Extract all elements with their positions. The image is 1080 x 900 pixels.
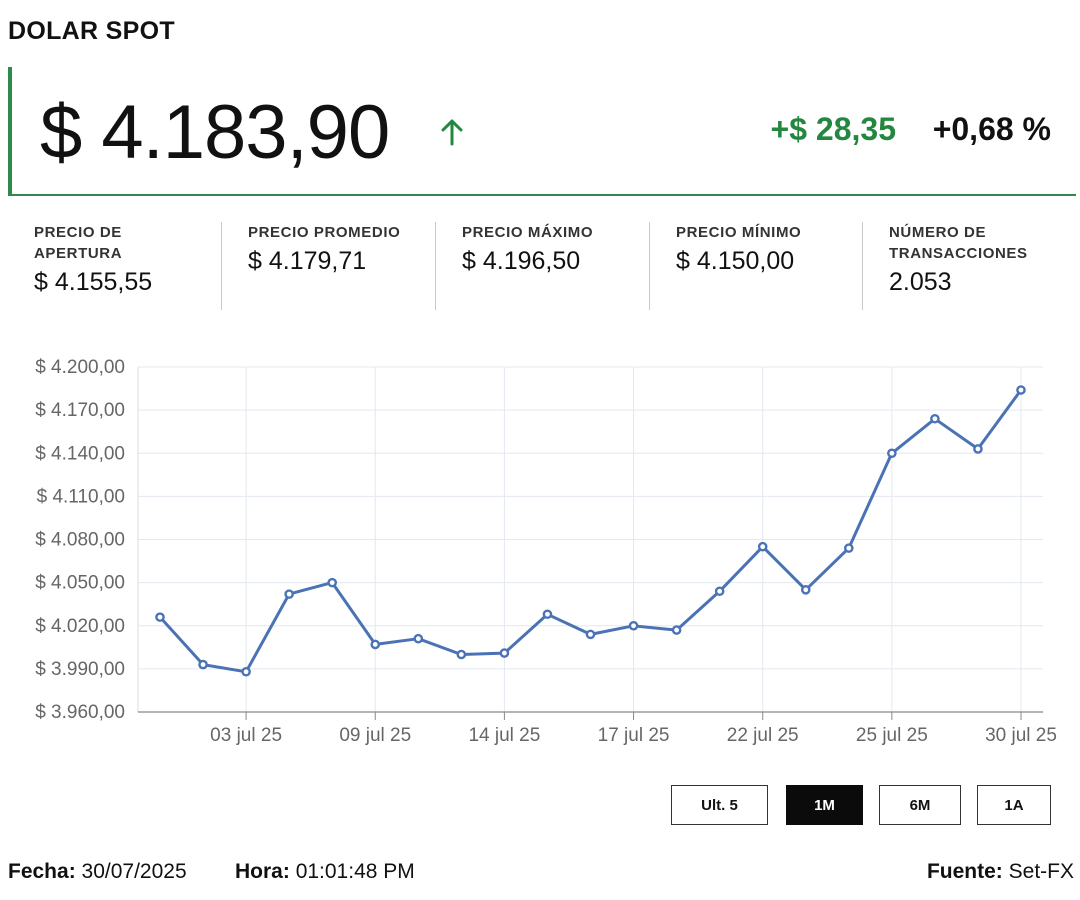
y-tick-label: $ 3.990,00 — [35, 659, 125, 680]
stat-label: PRECIO MÍNIMO — [676, 224, 802, 241]
data-point — [198, 659, 208, 670]
data-point — [800, 585, 811, 595]
stat-max-price: PRECIO MÁXIMO $ 4.196,50 — [435, 222, 649, 310]
price-line-chart: $ 4.200,00 $ 4.170,00 $ 4.140,00 $ 4.110,00… — [35, 357, 1057, 746]
source-label: Fuente: — [926, 860, 1003, 883]
data-point — [327, 577, 338, 588]
price-change-percent: +0,68 % — [932, 111, 1051, 147]
range-button-last5[interactable]: Ult. 5 — [671, 785, 768, 825]
footer-date: Fecha: 30/07/2025 — [8, 860, 187, 884]
stat-value: 2.053 — [889, 268, 952, 296]
stat-value: $ 4.179,71 — [248, 247, 367, 275]
data-point — [844, 543, 854, 553]
footer-time: Hora: 01:01:48 PM — [235, 860, 415, 884]
data-point — [155, 612, 165, 622]
data-point — [499, 648, 510, 658]
y-tick-label: $ 4.020,00 — [35, 616, 125, 637]
data-point — [887, 448, 897, 459]
data-point — [757, 541, 768, 552]
date-value: 30/07/2025 — [81, 860, 187, 883]
price-change-absolute: +$ 28,35 — [770, 111, 896, 147]
data-point — [714, 586, 725, 597]
page-title: DOLAR SPOT — [8, 17, 175, 45]
data-point — [973, 444, 983, 454]
data-point — [585, 629, 596, 640]
stat-label: NÚMERO DE TRANSACCIONES — [889, 224, 1028, 262]
y-tick-label: $ 4.170,00 — [35, 400, 125, 421]
data-point — [1016, 385, 1026, 395]
data-point — [284, 589, 294, 599]
data-point — [542, 609, 553, 620]
footer-source: Fuente: Set-FX — [927, 860, 1074, 884]
stat-min-price: PRECIO MÍNIMO $ 4.150,00 — [649, 222, 862, 310]
stat-transactions: NÚMERO DE TRANSACCIONES 2.053 — [862, 222, 1076, 310]
data-point — [370, 639, 381, 650]
stat-label: PRECIO PROMEDIO — [248, 224, 401, 241]
y-tick-label: $ 4.140,00 — [35, 443, 125, 464]
range-button-6m[interactable]: 6M — [879, 785, 961, 825]
price-panel: $ 4.183,90 +$ 28,35 +0,68 % — [8, 67, 1076, 196]
stat-opening-price: PRECIO DE APERTURA $ 4.155,55 — [8, 222, 221, 310]
current-price: $ 4.183,90 — [40, 90, 390, 175]
x-tick-label: 09 jul 25 — [339, 725, 411, 746]
date-label: Fecha: — [8, 860, 76, 883]
stat-label: PRECIO DE APERTURA — [34, 224, 123, 262]
y-tick-label: $ 4.200,00 — [35, 357, 125, 378]
x-tick-label: 22 jul 25 — [727, 725, 799, 746]
data-point — [456, 649, 467, 660]
stat-label: PRECIO MÁXIMO — [462, 224, 594, 241]
time-value: 01:01:48 PM — [295, 860, 415, 883]
range-button-1m[interactable]: 1M — [786, 785, 863, 825]
stat-value: $ 4.150,00 — [676, 247, 795, 275]
data-point — [241, 666, 251, 677]
x-tick-label: 03 jul 25 — [210, 725, 282, 746]
range-button-1a[interactable]: 1A — [977, 785, 1051, 825]
x-tick-label: 30 jul 25 — [985, 725, 1057, 746]
stat-value: $ 4.196,50 — [462, 247, 581, 275]
y-tick-label: $ 3.960,00 — [35, 702, 125, 723]
y-tick-label: $ 4.050,00 — [35, 573, 125, 594]
data-point — [413, 633, 424, 644]
x-tick-label: 25 jul 25 — [856, 725, 928, 746]
source-value: Set-FX — [1008, 860, 1074, 883]
stats-row: PRECIO DE APERTURA $ 4.155,55 PRECIO PRO… — [8, 222, 1076, 312]
time-label: Hora: — [235, 860, 290, 883]
y-tick-label: $ 4.080,00 — [35, 530, 125, 551]
data-point — [671, 625, 682, 635]
data-point — [628, 620, 639, 631]
stat-average-price: PRECIO PROMEDIO $ 4.179,71 — [221, 222, 435, 310]
stat-value: $ 4.155,55 — [34, 268, 153, 296]
x-tick-label: 17 jul 25 — [598, 725, 670, 746]
arrow-up-icon — [441, 119, 463, 146]
y-tick-label: $ 4.110,00 — [37, 486, 125, 507]
data-point — [930, 413, 940, 424]
x-tick-label: 14 jul 25 — [468, 725, 540, 746]
